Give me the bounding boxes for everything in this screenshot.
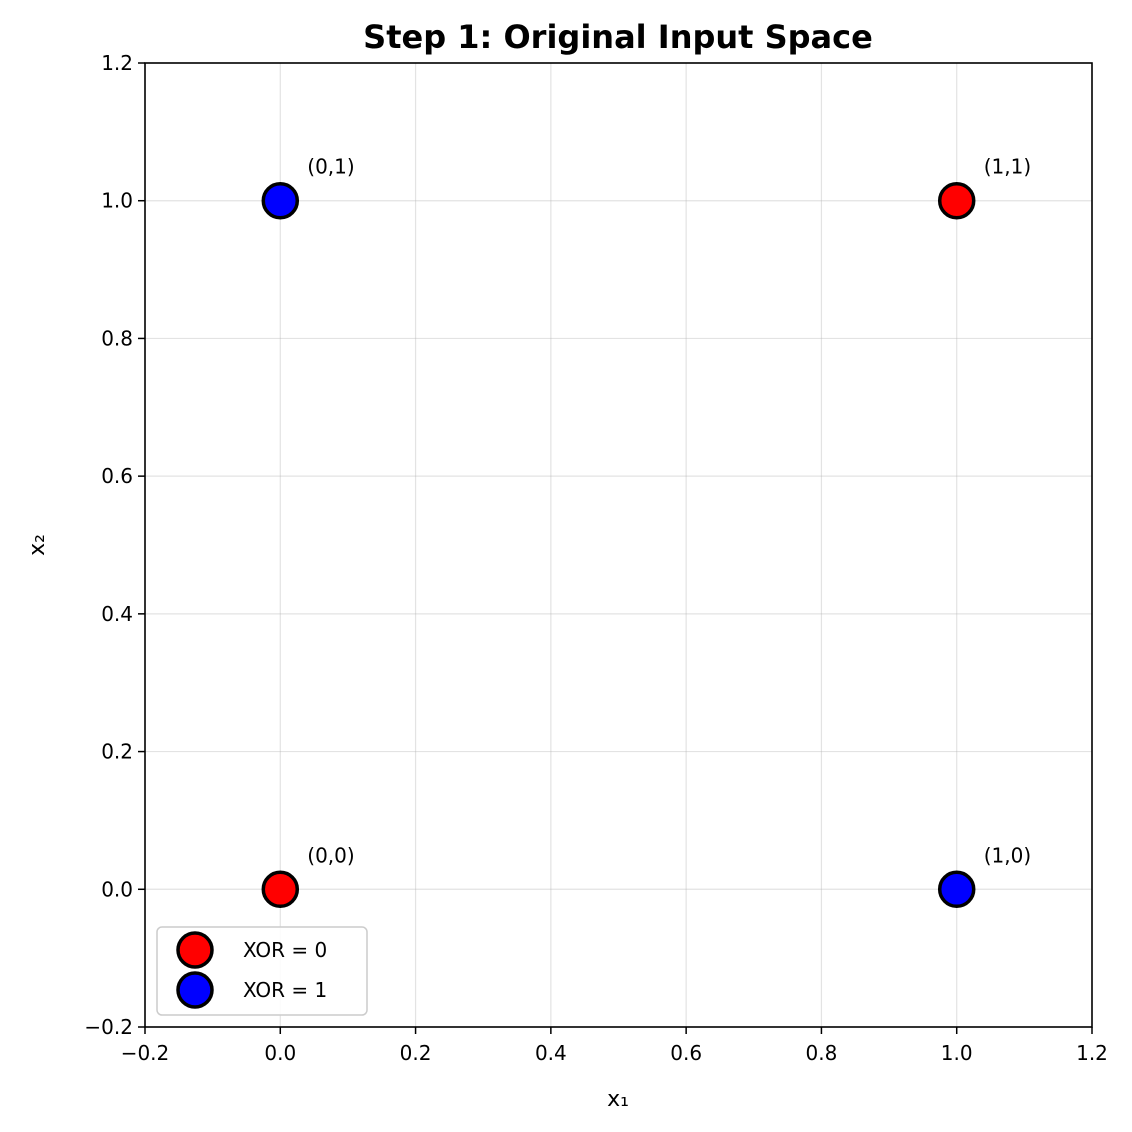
x-tick-label: 1.2 [1076,1041,1108,1065]
y-tick-label: −0.2 [84,1015,133,1039]
y-axis-ticks: −0.2 0.0 0.2 0.4 0.6 0.8 1.0 1.2 [84,51,145,1039]
x-tick-label: 0.2 [400,1041,432,1065]
point-annotation: (0,1) [307,155,354,179]
y-tick-label: 0.0 [101,877,133,901]
data-point [261,181,300,220]
x-tick-label: 0.0 [264,1041,296,1065]
y-tick-label: 0.2 [101,740,133,764]
data-point [937,181,976,220]
data-point [937,870,976,909]
legend: XOR = 0 XOR = 1 [156,926,368,1016]
y-axis-label: x₂ [25,534,50,556]
y-tick-label: 0.6 [101,464,133,488]
x-tick-label: −0.2 [121,1041,170,1065]
x-tick-label: 0.4 [535,1041,567,1065]
y-tick-label: 1.0 [101,189,133,213]
legend-marker [176,971,214,1009]
point-annotation: (1,0) [984,843,1031,867]
point-annotations: (0,0) (0,1) (1,0) (1,1) [307,155,1031,868]
data-point [261,870,300,909]
legend-marker [176,931,214,969]
point-annotation: (1,1) [984,155,1031,179]
legend-label: XOR = 1 [243,978,327,1002]
y-tick-label: 0.8 [101,326,133,350]
x-axis-label: x₁ [607,1087,629,1112]
x-axis-ticks: −0.2 0.0 0.2 0.4 0.6 0.8 1.0 1.2 [121,1027,1108,1065]
plot-frame [144,62,1093,1028]
y-tick-label: 0.4 [101,602,133,626]
legend-label: XOR = 0 [243,938,327,962]
data-points [261,181,976,909]
chart-title: Step 1: Original Input Space [363,18,873,56]
x-tick-label: 0.6 [670,1041,702,1065]
x-tick-label: 0.8 [806,1041,838,1065]
y-tick-label: 1.2 [101,51,133,75]
point-annotation: (0,0) [307,843,354,867]
x-tick-label: 1.0 [941,1041,973,1065]
